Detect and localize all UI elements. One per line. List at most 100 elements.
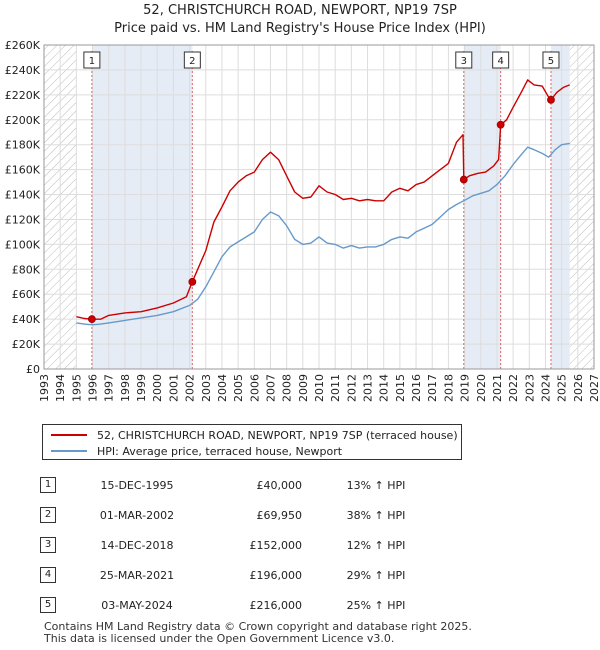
sale-marker-4 <box>496 120 505 129</box>
x-tick-label: 2019 <box>459 374 472 402</box>
x-tick-label: 2027 <box>588 374 600 402</box>
table-row: 1 15-DEC-1995 £40,000 13% ↑ HPI <box>40 470 436 500</box>
y-tick-label: £0 <box>26 363 40 376</box>
y-tick-label: £60K <box>12 288 41 301</box>
sale-date: 25-MAR-2021 <box>99 568 175 582</box>
x-tick-label: 1994 <box>54 374 67 402</box>
x-tick-label: 2026 <box>572 374 585 402</box>
x-tick-label: 2001 <box>167 374 180 402</box>
legend-swatch-red <box>51 434 87 436</box>
ownership-shade-1 <box>91 45 193 369</box>
x-tick-label: 2008 <box>281 374 294 402</box>
ownership-shade-3 <box>550 45 570 369</box>
legend: 52, CHRISTCHURCH ROAD, NEWPORT, NP19 7SP… <box>42 424 462 460</box>
series-line-property <box>76 79 570 320</box>
y-tick-label: £120K <box>5 213 41 226</box>
x-tick-label: 2010 <box>313 374 326 402</box>
sale-date: 15-DEC-1995 <box>100 478 174 492</box>
legend-swatch-blue <box>51 450 87 452</box>
sale-date: 14-DEC-2018 <box>100 538 174 552</box>
sale-marker-2 <box>188 277 197 286</box>
x-tick-label: 1995 <box>70 374 83 402</box>
x-tick-label: 2017 <box>426 374 439 402</box>
x-tick-label: 2015 <box>394 374 407 402</box>
sale-date: 01-MAR-2002 <box>99 508 175 522</box>
sale-label-4: 4 <box>497 56 503 67</box>
footer-licence: This data is licensed under the Open Gov… <box>44 632 395 645</box>
x-tick-label: 2003 <box>200 374 213 402</box>
x-tick-label: 1999 <box>135 374 148 402</box>
x-tick-label: 1997 <box>103 374 116 402</box>
sale-badge: 1 <box>40 477 56 493</box>
sale-badge: 3 <box>40 537 56 553</box>
y-tick-label: £100K <box>5 238 41 251</box>
sale-hpi-change: 38% ↑ HPI <box>346 508 406 522</box>
legend-item-property: 52, CHRISTCHURCH ROAD, NEWPORT, NP19 7SP… <box>51 427 458 443</box>
ownership-shade-2 <box>463 45 501 369</box>
y-tick-label: £240K <box>5 64 41 77</box>
chart-title: 52, CHRISTCHURCH ROAD, NEWPORT, NP19 7SP <box>143 3 457 18</box>
sale-price: £216,000 <box>249 598 303 612</box>
x-tick-label: 2007 <box>264 374 277 402</box>
y-tick-label: £40K <box>12 313 41 326</box>
x-tick-label: 2024 <box>539 374 552 402</box>
x-tick-label: 2014 <box>378 374 391 402</box>
x-tick-label: 2000 <box>151 374 164 402</box>
footer-copyright: Contains HM Land Registry data © Crown c… <box>44 620 472 633</box>
sale-label-2: 2 <box>189 56 195 67</box>
table-row: 2 01-MAR-2002 £69,950 38% ↑ HPI <box>40 500 436 530</box>
y-tick-label: £20K <box>12 338 41 351</box>
sale-label-5: 5 <box>548 56 554 67</box>
sale-hpi-change: 25% ↑ HPI <box>346 598 406 612</box>
x-tick-label: 2011 <box>329 374 342 402</box>
x-tick-label: 2006 <box>248 374 261 402</box>
x-tick-label: 2016 <box>410 374 423 402</box>
x-tick-label: 2025 <box>556 374 569 402</box>
sale-label-box-4 <box>492 51 510 69</box>
hatch-after-data <box>569 45 594 369</box>
series-line-hpi <box>76 142 570 326</box>
plot-frame <box>43 44 595 370</box>
y-tick-label: £160K <box>5 164 41 177</box>
sale-label-box-1 <box>83 51 101 69</box>
x-tick-label: 2005 <box>232 374 245 402</box>
sale-hpi-change: 13% ↑ HPI <box>346 478 406 492</box>
x-tick-label: 2012 <box>345 374 358 402</box>
sale-price: £196,000 <box>249 568 303 582</box>
table-row: 5 03-MAY-2024 £216,000 25% ↑ HPI <box>40 590 436 620</box>
legend-item-hpi: HPI: Average price, terraced house, Newp… <box>51 443 342 459</box>
x-tick-label: 1996 <box>87 374 100 402</box>
sale-marker-1 <box>87 315 96 324</box>
sale-badge: 4 <box>40 567 56 583</box>
price-chart: 1 2 3 4 5 £0 £20K £40K £60K £80K £100K £120K £140K £… <box>5 39 600 402</box>
sales-table: 1 15-DEC-1995 £40,000 13% ↑ HPI 2 01-MAR… <box>40 470 436 620</box>
sale-hpi-change: 29% ↑ HPI <box>346 568 406 582</box>
legend-label-property: 52, CHRISTCHURCH ROAD, NEWPORT, NP19 7SP… <box>97 428 458 442</box>
x-tick-label: 2009 <box>297 374 310 402</box>
x-tick-label: 2002 <box>184 374 197 402</box>
sale-label-1: 1 <box>89 56 95 67</box>
sale-label-box-3 <box>455 51 473 69</box>
legend-label-hpi: HPI: Average price, terraced house, Newp… <box>97 444 343 458</box>
table-row: 3 14-DEC-2018 £152,000 12% ↑ HPI <box>40 530 436 560</box>
x-tick-label: 2018 <box>442 374 455 402</box>
chart-subtitle: Price paid vs. HM Land Registry's House … <box>114 21 486 36</box>
sale-marker-3 <box>459 175 468 184</box>
x-tick-label: 2021 <box>491 374 504 402</box>
sale-price: £152,000 <box>249 538 303 552</box>
x-tick-label: 2013 <box>362 374 375 402</box>
sale-hpi-change: 12% ↑ HPI <box>346 538 406 552</box>
sale-label-box-5 <box>542 51 560 69</box>
y-tick-label: £80K <box>12 263 41 276</box>
y-tick-label: £180K <box>5 139 41 152</box>
sale-date: 03-MAY-2024 <box>101 598 173 612</box>
table-row: 4 25-MAR-2021 £196,000 29% ↑ HPI <box>40 560 436 590</box>
x-tick-label: 1993 <box>38 374 51 402</box>
sale-badge: 2 <box>40 507 56 523</box>
x-tick-label: 2023 <box>523 374 536 402</box>
y-tick-label: £140K <box>5 189 41 202</box>
sale-price: £40,000 <box>256 478 303 492</box>
x-tick-label: 1998 <box>119 374 132 402</box>
y-tick-label: £260K <box>5 39 41 52</box>
sale-label-3: 3 <box>461 56 467 67</box>
